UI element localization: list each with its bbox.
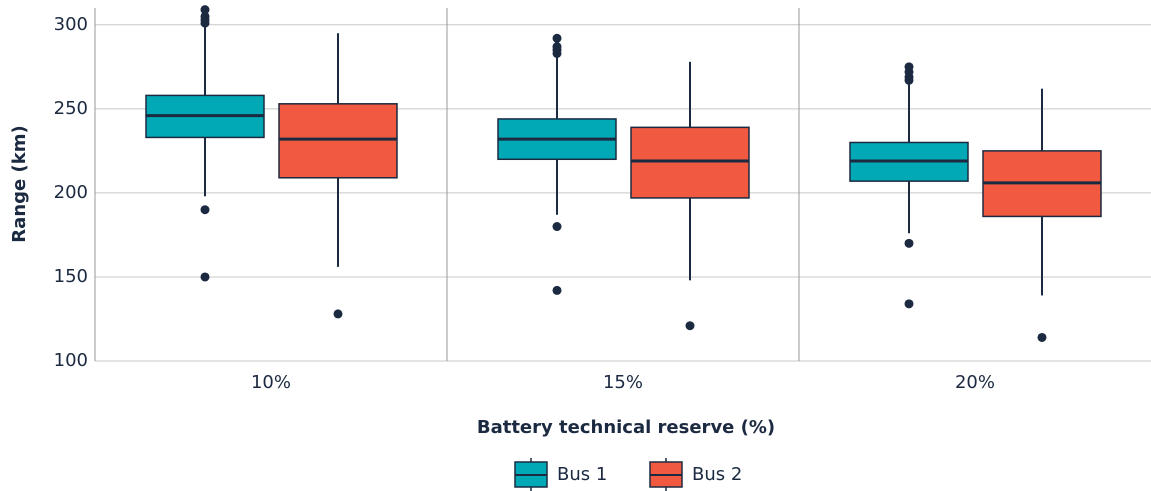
box	[278, 103, 398, 179]
y-axis-title: Range (km)	[9, 125, 30, 242]
y-tick-label: 100	[54, 350, 88, 371]
outlier	[200, 272, 210, 282]
outlier	[552, 285, 562, 295]
x-tick-label: 15%	[603, 372, 643, 393]
y-tick-label: 300	[54, 14, 88, 35]
outlier	[200, 5, 210, 15]
y-tick-label: 250	[54, 98, 88, 119]
outlier	[333, 309, 343, 319]
box	[630, 126, 750, 199]
x-axis-title: Battery technical reserve (%)	[477, 417, 775, 438]
y-tick-label: 150	[54, 266, 88, 287]
x-tick-label: 10%	[251, 372, 291, 393]
x-tick-label: 20%	[955, 372, 995, 393]
y-tick-label: 200	[54, 182, 88, 203]
outlier	[200, 205, 210, 215]
legend-label: Bus 1	[557, 464, 607, 485]
outlier	[1037, 332, 1047, 342]
outlier	[552, 222, 562, 232]
outlier	[552, 48, 562, 58]
outlier	[904, 238, 914, 248]
outlier	[685, 321, 695, 331]
outlier	[904, 299, 914, 309]
legend-label: Bus 2	[692, 464, 742, 485]
outlier	[200, 18, 210, 28]
outlier	[552, 33, 562, 43]
outlier	[904, 75, 914, 85]
